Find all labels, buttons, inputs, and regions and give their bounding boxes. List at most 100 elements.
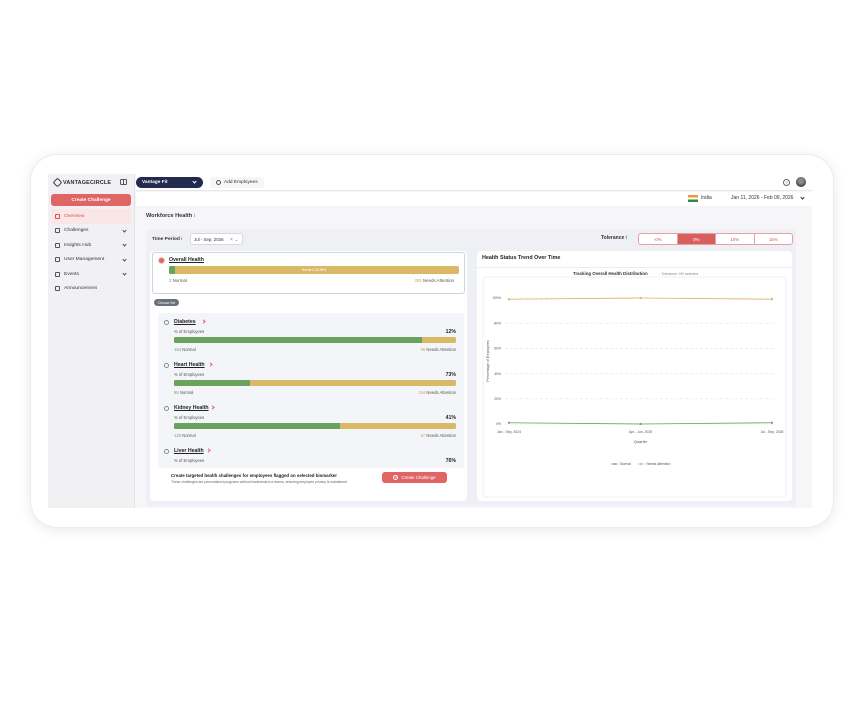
app-screen: VANTAGECIRCLE Create Challenge Overview … bbox=[48, 174, 812, 508]
radio-icon[interactable] bbox=[164, 406, 169, 411]
chart-card bbox=[482, 276, 787, 498]
data-point bbox=[639, 296, 642, 300]
data-point bbox=[507, 421, 511, 424]
overall-health-title[interactable]: Overall Health bbox=[169, 257, 204, 263]
biomarker-normal-fill bbox=[174, 423, 341, 429]
sidebar-item-events[interactable]: Events bbox=[48, 267, 134, 282]
megaphone-icon bbox=[55, 286, 60, 292]
radio-icon[interactable] bbox=[164, 449, 169, 454]
country-select[interactable]: India bbox=[701, 195, 712, 201]
time-period-select[interactable]: Jul - Sep, 2026 × ⌄ bbox=[190, 233, 243, 245]
biomarker-name[interactable]: Liver Health bbox=[174, 448, 204, 454]
program-select-value: Vantage Fit bbox=[142, 180, 168, 185]
clear-icon[interactable]: × ⌄ bbox=[230, 236, 239, 243]
biomarker-sub: % of Employees bbox=[174, 458, 205, 463]
biomarker-diabetes[interactable]: Diabetes % of Employees 12% 154 Normal 5… bbox=[158, 316, 464, 359]
calendar-icon bbox=[55, 271, 60, 277]
biomarker-name[interactable]: Diabetes bbox=[174, 319, 196, 325]
data-point bbox=[507, 298, 511, 301]
plus-circle-icon: + bbox=[393, 475, 399, 480]
legend-marker bbox=[639, 463, 642, 465]
tolerance-label: Tolerance i bbox=[601, 235, 627, 241]
biomarker-attention-count: 87 Needs Attention bbox=[420, 433, 456, 438]
trend-chart: Tracking Overall Health Distribution - To… bbox=[477, 269, 792, 499]
program-select[interactable]: Vantage Fit bbox=[136, 177, 203, 188]
radio-icon[interactable] bbox=[164, 320, 169, 325]
radio-selected-icon[interactable] bbox=[159, 258, 164, 263]
biomarker-normal-fill bbox=[174, 380, 251, 386]
chevron-down-icon bbox=[122, 227, 127, 233]
sidebar: VANTAGECIRCLE Create Challenge Overview … bbox=[48, 174, 135, 508]
trend-panel: Health Status Trend Over Time Tracking O… bbox=[477, 251, 792, 501]
biomarker-bar bbox=[174, 380, 456, 386]
x-tick-label: Jul - Sep, 2026 bbox=[761, 430, 784, 434]
x-tick-label: Jan - Sep, 2024 bbox=[497, 430, 521, 434]
add-employees-button[interactable]: Add Employees bbox=[210, 177, 264, 188]
biomarker-liver-health[interactable]: Liver Health % of Employees 76% bbox=[158, 445, 464, 468]
tolerance-option[interactable]: 15% bbox=[768, 236, 778, 242]
chevron-down-icon bbox=[122, 242, 127, 247]
sidebar-item-label: Events bbox=[64, 271, 79, 277]
sidebar-item-user-management[interactable]: User Management bbox=[48, 253, 134, 268]
chart-subtitle: - Tolerance: 0% selected bbox=[659, 272, 698, 276]
sidebar-collapse-icon[interactable] bbox=[120, 179, 127, 185]
biomarker-kidney-health[interactable]: Kidney Health % of Employees 41% 120 Nor… bbox=[158, 402, 464, 445]
biomarker-list: Diabetes % of Employees 12% 154 Normal 5… bbox=[158, 313, 464, 468]
sidebar-item-label: Insights Hub bbox=[64, 242, 92, 248]
biomarker-name[interactable]: Kidney Health bbox=[174, 405, 209, 411]
radio-icon[interactable] bbox=[164, 363, 169, 368]
sub-header: India Jan 11, 2026 - Feb 09, 2026 bbox=[136, 192, 812, 206]
create-challenge-button[interactable]: Create Challenge bbox=[51, 194, 131, 206]
tolerance-option[interactable]: 10% bbox=[716, 234, 755, 244]
data-point bbox=[770, 298, 774, 301]
chevron-down-icon[interactable] bbox=[800, 195, 805, 200]
biomarker-pct: 12% bbox=[445, 329, 456, 335]
data-point bbox=[639, 422, 642, 426]
biomarker-normal-count: 55 Normal bbox=[174, 390, 194, 395]
biomarker-heart-health[interactable]: Heart Health % of Employees 73% 55 Norma… bbox=[158, 359, 464, 402]
y-tick-label: 40% bbox=[494, 372, 501, 376]
chevron-right-icon bbox=[206, 448, 211, 453]
x-tick-label: Apr - Jun, 2025 bbox=[629, 430, 652, 434]
india-flag-icon[interactable] bbox=[688, 195, 698, 202]
sidebar-item-insights-hub[interactable]: Insights Hub bbox=[48, 238, 134, 253]
x-axis-label: Quarter bbox=[634, 439, 648, 444]
logo-icon bbox=[52, 177, 63, 188]
biomarker-attention-count: 154 Needs Attention bbox=[418, 390, 456, 395]
biomarker-panel: Overall Health Needs 0 50.95% 2 Normal 2… bbox=[150, 251, 467, 501]
overall-normal-count: 2 Normal bbox=[169, 278, 187, 283]
chart-title: Tracking Overall Health Distribution bbox=[573, 271, 648, 276]
choose-set-toggle[interactable]: Choose Set bbox=[154, 299, 179, 306]
date-range-select[interactable]: Jan 11, 2026 - Feb 09, 2026 bbox=[731, 195, 794, 201]
help-icon[interactable]: ? bbox=[783, 179, 790, 186]
create-challenge-cta-button[interactable]: + Create Challenge bbox=[382, 472, 447, 483]
y-axis-label: Percentage of Employees bbox=[486, 340, 490, 381]
info-icon[interactable]: i bbox=[193, 213, 195, 218]
sidebar-item-overview[interactable]: Overview bbox=[51, 209, 131, 224]
workforce-health-card: Time Period i Jul - Sep, 2026 × ⌄ Tolera… bbox=[146, 229, 796, 506]
data-point bbox=[770, 421, 774, 424]
add-employees-label: Add Employees bbox=[224, 180, 258, 185]
chevron-right-icon bbox=[201, 319, 206, 324]
biomarker-pct: 41% bbox=[445, 415, 456, 421]
overall-health-card[interactable]: Overall Health Needs 0 50.95% 2 Normal 2… bbox=[152, 252, 465, 294]
chart-icon bbox=[55, 242, 60, 248]
sidebar-item-challenges[interactable]: Challenges bbox=[48, 224, 134, 239]
sidebar-item-label: User Management bbox=[64, 257, 105, 263]
avatar[interactable] bbox=[796, 177, 806, 187]
chevron-right-icon bbox=[210, 405, 215, 410]
tolerance-segmented-control: -0% 0% 10% 15% bbox=[638, 233, 793, 245]
biomarker-name[interactable]: Heart Health bbox=[174, 362, 205, 368]
user-plus-icon bbox=[216, 180, 221, 185]
tolerance-option[interactable]: 0% bbox=[677, 234, 716, 244]
sidebar-item-announcement[interactable]: Announcement bbox=[48, 282, 134, 297]
y-tick-label: 60% bbox=[494, 347, 501, 351]
tolerance-option[interactable]: -0% bbox=[639, 234, 678, 244]
running-icon bbox=[55, 228, 60, 234]
legend-marker bbox=[613, 463, 616, 465]
legend-label: Needs Attention bbox=[646, 462, 670, 466]
divider bbox=[477, 267, 792, 268]
sidebar-nav: Overview Challenges Insights Hub User Ma… bbox=[48, 209, 134, 296]
overall-bar-label: Needs 0 50.95% bbox=[301, 267, 327, 272]
brand-logo: VANTAGECIRCLE bbox=[52, 177, 111, 188]
